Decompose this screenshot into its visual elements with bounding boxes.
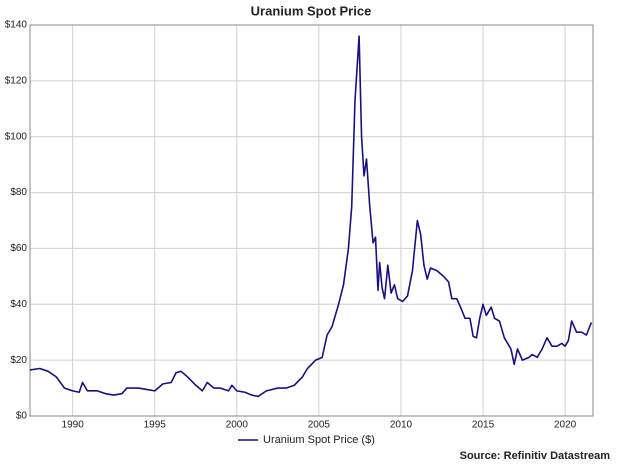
y-tick-label: $120 xyxy=(5,75,28,86)
x-tick-label: 1995 xyxy=(144,420,167,431)
y-tick-label: $20 xyxy=(10,355,27,366)
legend-label: Uranium Spot Price ($) xyxy=(263,434,375,446)
x-tick-label: 2020 xyxy=(554,420,577,431)
chart-title: Uranium Spot Price xyxy=(251,3,372,18)
y-tick-label: $0 xyxy=(16,411,28,422)
y-tick-label: $40 xyxy=(10,299,27,310)
source: Source: Refinitiv Datastream xyxy=(460,450,611,462)
plot-border xyxy=(29,24,594,417)
y-tick-label: $60 xyxy=(10,243,27,254)
y-tick-label: $140 xyxy=(5,20,28,31)
x-tick-label: 2010 xyxy=(390,420,413,431)
x-tick-label: 1990 xyxy=(62,420,85,431)
x-tick-label: 2005 xyxy=(308,420,331,431)
series-line xyxy=(29,35,593,398)
y-tick-label: $80 xyxy=(10,187,27,198)
x-tick-label: 2000 xyxy=(226,420,249,431)
x-tick-label: 2015 xyxy=(472,420,495,431)
y-tick-label: $100 xyxy=(5,131,28,142)
